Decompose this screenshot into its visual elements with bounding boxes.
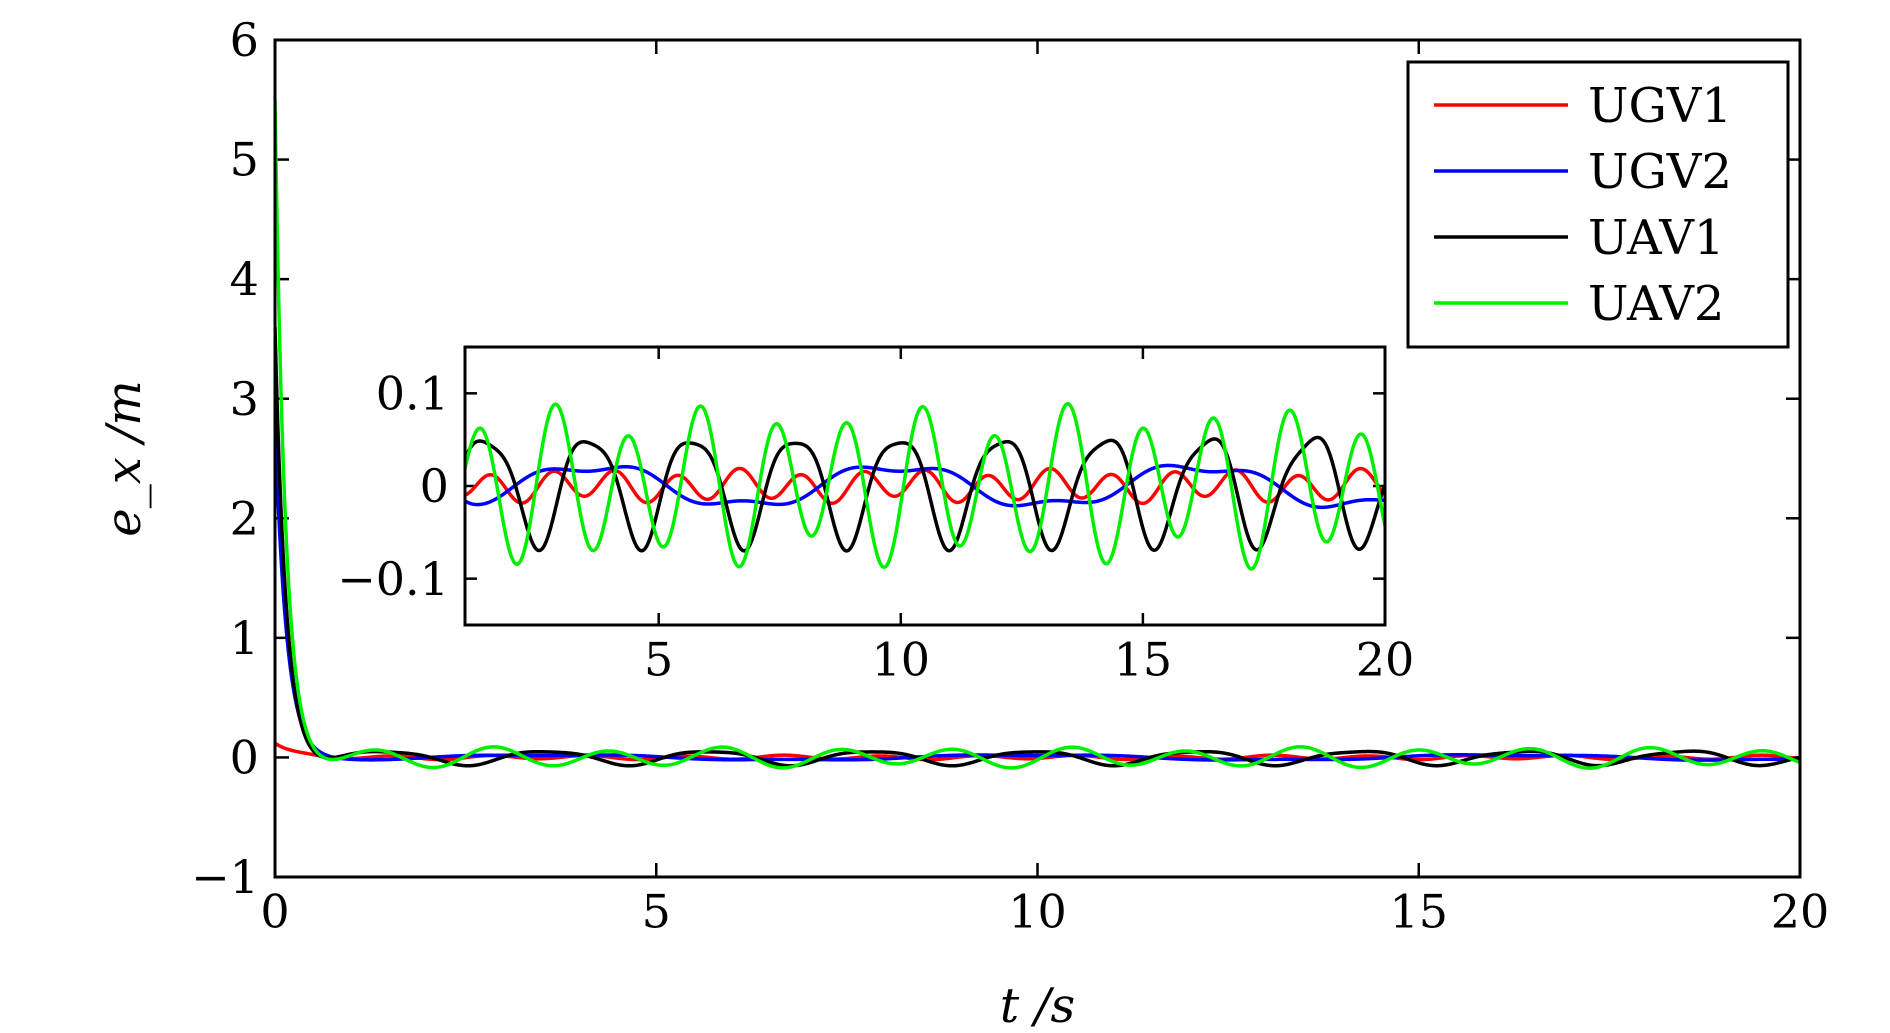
main-xtick-label: 5 <box>642 885 671 939</box>
inset-series-uav2 <box>466 402 1384 571</box>
legend-label-ugv2: UGV2 <box>1588 144 1732 200</box>
main-series-uav2 <box>276 99 1799 770</box>
main-ytick-label: −1 <box>191 850 259 904</box>
inset-xtick-label: 10 <box>872 633 931 687</box>
main-ytick-label: 1 <box>230 611 259 665</box>
legend-label-uav2: UAV2 <box>1588 276 1724 332</box>
legend-label-ugv1: UGV1 <box>1588 78 1732 134</box>
main-series-ugv2 <box>276 422 1799 762</box>
main-xtick-label: 20 <box>1771 885 1830 939</box>
inset-frame <box>463 345 1387 627</box>
legend: UGV1 UGV2 UAV1 UAV2 <box>1406 60 1790 349</box>
main-xtick-label: 0 <box>260 885 289 939</box>
main-ylabel: e_x /m <box>96 380 152 536</box>
inset-xtick-label: 15 <box>1114 633 1173 687</box>
legend-box <box>1406 60 1790 349</box>
inset-series-group <box>466 402 1384 571</box>
inset-ytick-label: 0 <box>420 459 449 513</box>
main-xlabel: t /s <box>1000 978 1075 1033</box>
inset-ytick-label: 0.1 <box>376 366 449 420</box>
main-ytick-label: 4 <box>230 252 259 306</box>
main-ytick-label: 3 <box>230 372 259 426</box>
main-xtick-label: 10 <box>1008 885 1067 939</box>
inset-ytick-label: −0.1 <box>337 552 449 606</box>
legend-label-uav1: UAV1 <box>1588 210 1724 266</box>
inset-frame-top <box>463 345 1387 627</box>
inset-xtick-label: 5 <box>644 633 673 687</box>
main-ytick-label: 6 <box>230 13 259 67</box>
main-ytick-label: 5 <box>230 133 259 187</box>
inset-plot: 5 10 15 20 −0.1 0 0.1 <box>337 345 1415 687</box>
inset-series-uav1 <box>466 435 1384 553</box>
main-frame-top <box>273 38 1802 879</box>
main-xtick-label: 15 <box>1389 885 1448 939</box>
main-series-group <box>276 99 1799 770</box>
inset-xtick-label: 20 <box>1356 633 1415 687</box>
main-ytick-label: 2 <box>230 491 259 545</box>
main-ytick-label: 0 <box>230 731 259 785</box>
